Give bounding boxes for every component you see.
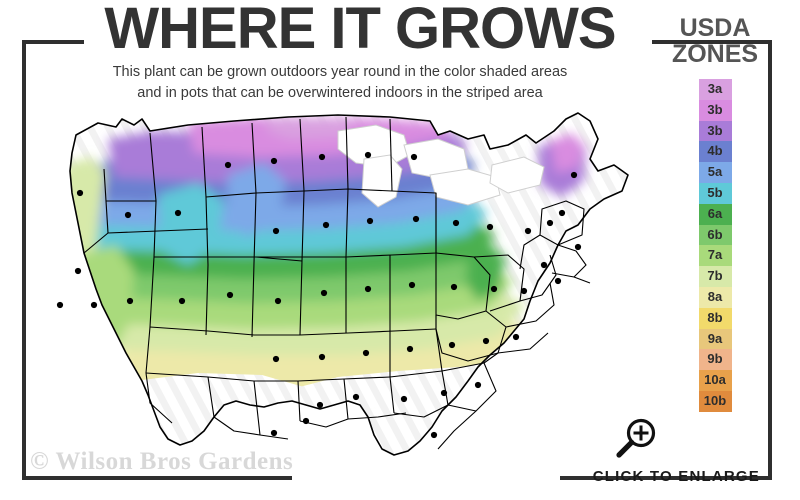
subtitle-line-2: and in pots that can be overwintered ind… (137, 85, 543, 102)
city-dot-layer (56, 151, 582, 439)
legend-swatch-5b-5: 5b (698, 182, 732, 204)
page-title: WHERE IT GROWS (104, 0, 616, 61)
legend-title-line-2: ZONES (671, 39, 759, 68)
legend-swatch-8a-10: 8a (698, 286, 732, 308)
usda-zones-legend: USDA ZONES 3a 3b 3b 4b 5a 5b 6a 6b 7a 7b 8a 8b 9a 9b 1… (660, 14, 770, 412)
legend-swatch-10b-15: 10b (698, 390, 732, 412)
page-subtitle: This plant can be grown outdoors year ro… (40, 62, 640, 104)
legend-swatch-3b-2: 3b (698, 120, 732, 142)
subtitle-line-1: This plant can be grown outdoors year ro… (112, 64, 568, 80)
legend-swatch-4b-3: 4b (698, 141, 732, 163)
watermark-copyright: © Wilson Bros Gardens (30, 448, 294, 475)
legend-swatch-8b-11: 8b (698, 307, 732, 329)
click-to-enlarge-label[interactable]: CLICK TO ENLARGE (592, 468, 760, 485)
legend-title-line-1: USDA (679, 14, 751, 42)
legend-swatch-10a-14: 10a (698, 370, 732, 391)
usda-hardiness-zone-map[interactable] (38, 105, 658, 470)
legend-title: USDA ZONES (660, 14, 770, 68)
legend-swatch-3a-0: 3a (698, 79, 732, 100)
legend-swatch-3b-1: 3b (698, 99, 732, 121)
legend-swatch-9a-12: 9a (698, 328, 732, 350)
legend-swatch-6a-6: 6a (698, 203, 732, 225)
frame-right-border (768, 40, 772, 480)
legend-swatch-7a-8: 7a (698, 245, 732, 267)
legend-swatch-list: 3a 3b 3b 4b 5a 5b 6a 6b 7a 7b 8a 8b 9a 9b 10a 10b (698, 79, 732, 412)
frame-left-border (22, 40, 26, 480)
legend-swatch-5a-4: 5a (698, 162, 732, 183)
frame-top-border-left (22, 40, 84, 44)
magnifier-plus-icon[interactable] (612, 416, 660, 464)
legend-swatch-9b-13: 9b (698, 349, 732, 371)
frame-bottom-border-right (560, 476, 772, 480)
legend-swatch-6b-7: 6b (698, 224, 732, 246)
frame-top-border-right (652, 40, 772, 44)
frame-bottom-border-left (22, 476, 292, 480)
legend-swatch-7b-9: 7b (698, 266, 732, 287)
